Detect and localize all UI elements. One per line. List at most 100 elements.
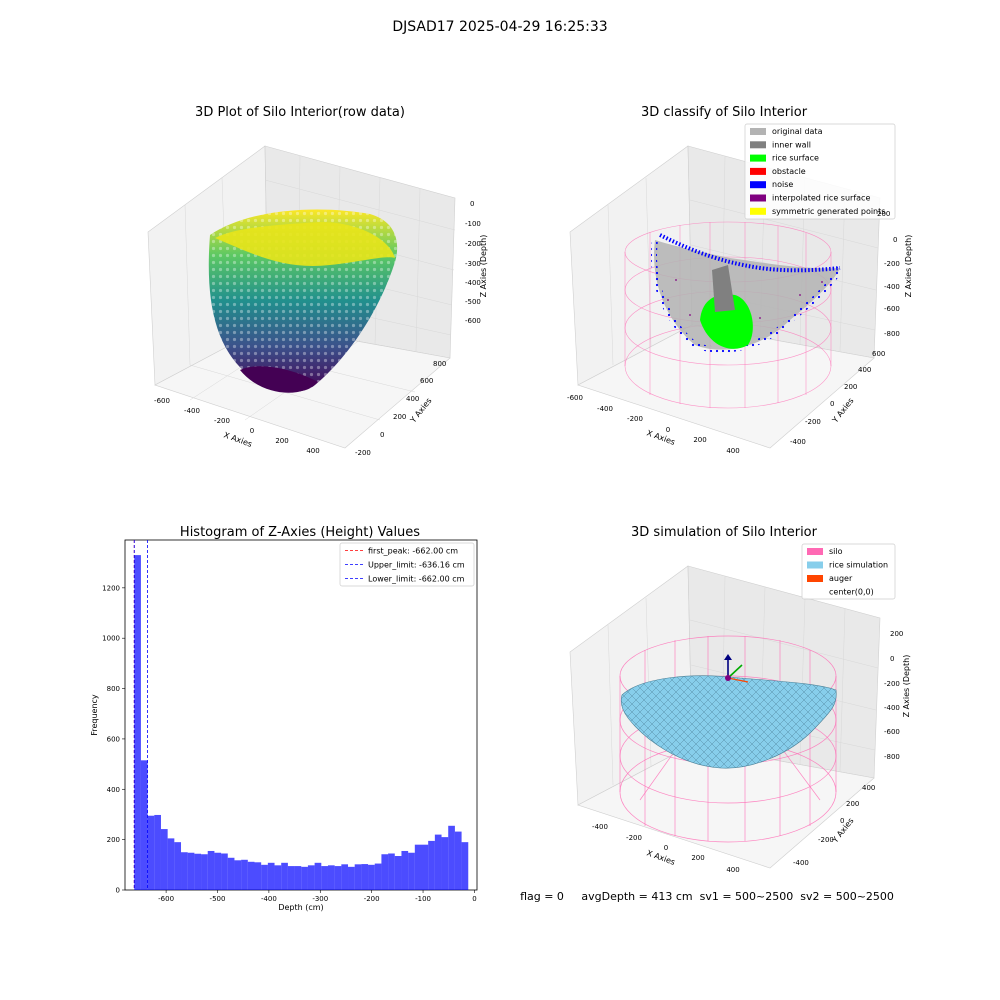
x-tick-label: -400 [184,407,200,415]
legend-swatch [750,167,766,175]
histogram-bar [221,853,228,890]
panel2-legend-items: original data inner wall rice surface obsta… [750,127,885,216]
legend-label: Upper_limit: -636.16 cm [368,561,465,570]
histogram-bar [227,857,235,890]
z-tick-label: -600 [884,305,900,313]
legend-label: symmetric generated points [772,207,885,216]
legend-label: auger [829,574,853,583]
z-tick-label: -500 [465,298,481,306]
histogram-bar [174,842,182,890]
x-tick-label: 200 [693,436,706,444]
histogram-plot-area [124,539,478,891]
x-tick-label: 0 [250,427,254,435]
panel4-z-ticks: 200 0 -200 -400 -600 -800 [884,630,903,761]
panel2-point-cloud [651,233,843,353]
y-tick-label: -200 [805,418,821,426]
x-tick-label: 0 [472,895,476,903]
legend-swatch [750,154,766,162]
legend-label: first_peak: -662.00 cm [368,547,458,556]
x-tick-label: -300 [312,895,328,903]
histogram-bar [354,864,362,890]
y-tick-label: 0 [830,400,834,408]
legend-label: rice surface [772,154,819,163]
legend-swatch [750,207,766,215]
x-tick-label: 200 [691,854,704,862]
histogram-bar [134,555,141,890]
histogram-bar [428,840,435,890]
x-tick-label: -200 [627,415,643,423]
histogram-bar [348,866,355,890]
histogram-bar [334,866,342,890]
panel2-legend: original data inner wall rice surface obsta… [744,123,896,220]
histogram-bar [181,852,188,890]
z-tick-label: 0 [890,655,894,663]
y-tick-label: 200 [844,383,857,391]
histogram-bar [461,842,469,890]
histogram-reference-lines [133,540,148,890]
x-tick-label: 400 [726,866,739,874]
y-tick-label: 600 [420,377,433,385]
y-tick-label: 0 [380,431,384,439]
legend-label: original data [772,127,823,136]
panel-classify: 3D classify of Silo Interior [567,105,913,455]
z-tick-label: -400 [884,704,900,712]
y-tick-label: 200 [107,836,120,844]
x-tick-label: -200 [364,895,380,903]
legend-label: inner wall [772,140,811,149]
histogram-x-ticks: -600 -500 -400 -300 -200 -100 0 [158,890,477,903]
panel1-z-ticks: 0 -100 -200 -300 -400 -500 -600 [465,200,481,325]
z-tick-label: 200 [890,630,903,638]
legend-swatch [807,548,823,555]
histogram-bar [401,850,409,890]
y-tick-label: 400 [107,786,120,794]
y-tick-label: -400 [790,438,806,446]
x-tick-label: 200 [275,437,288,445]
panel4-rice-surface [620,675,837,769]
histogram-bar [314,862,322,890]
histogram-bar [234,860,242,890]
legend-label: noise [772,180,793,189]
panel1-x-label: X Axies [222,430,253,449]
x-tick-label: -400 [261,895,277,903]
histogram-bar [281,862,288,890]
histogram-bar [408,852,415,890]
x-tick-label: -600 [567,394,583,402]
panel3-title: Histogram of Z-Axies (Height) Values [180,525,420,540]
y-tick-label: 600 [872,350,885,358]
histogram-bar [434,834,442,890]
legend-swatch [750,194,766,202]
legend-label: obstacle [772,167,806,176]
panel-histogram: Histogram of Z-Axies (Height) Values -60… [90,525,478,912]
panel4-auger [724,654,749,683]
histogram-bar [187,852,195,890]
histogram-y-label: Frequency [90,694,99,736]
histogram-bar [287,866,295,890]
legend-label: interpolated rice surface [772,194,870,203]
histogram-bar [368,864,375,890]
histogram-bar [414,844,422,890]
x-tick-label: 400 [306,447,319,455]
z-tick-label: -200 [884,260,900,268]
panel2-z-label: Z Axies (Depth) [904,235,913,298]
y-tick-label: 600 [107,735,120,743]
z-tick-label: -400 [884,283,900,291]
panel4-legend: silo rice simulation auger center(0,0) [801,543,896,600]
histogram-bar [214,852,222,890]
x-tick-label: 0 [664,844,668,852]
z-tick-label: -100 [465,220,481,228]
histogram-legend-items: first_peak: -662.00 cm Upper_limit: -636.… [345,547,465,584]
x-tick-label: 0 [666,426,670,434]
histogram-bar [454,831,462,890]
histogram-bar [194,853,202,890]
x-tick-label: -100 [415,895,431,903]
histogram-bar [421,844,429,890]
histogram-x-label: Depth (cm) [278,903,323,912]
z-tick-label: -300 [465,260,481,268]
z-tick-label: -400 [465,279,481,287]
z-tick-label: 0 [470,200,474,208]
figure-suptitle: DJSAD17 2025-04-29 16:25:33 [392,19,607,35]
status-footer: flag = 0 avgDepth = 413 cm sv1 = 500~250… [520,890,894,903]
z-tick-label: -600 [884,728,900,736]
x-tick-label: -600 [158,895,174,903]
z-tick-label: 200 [877,210,890,218]
